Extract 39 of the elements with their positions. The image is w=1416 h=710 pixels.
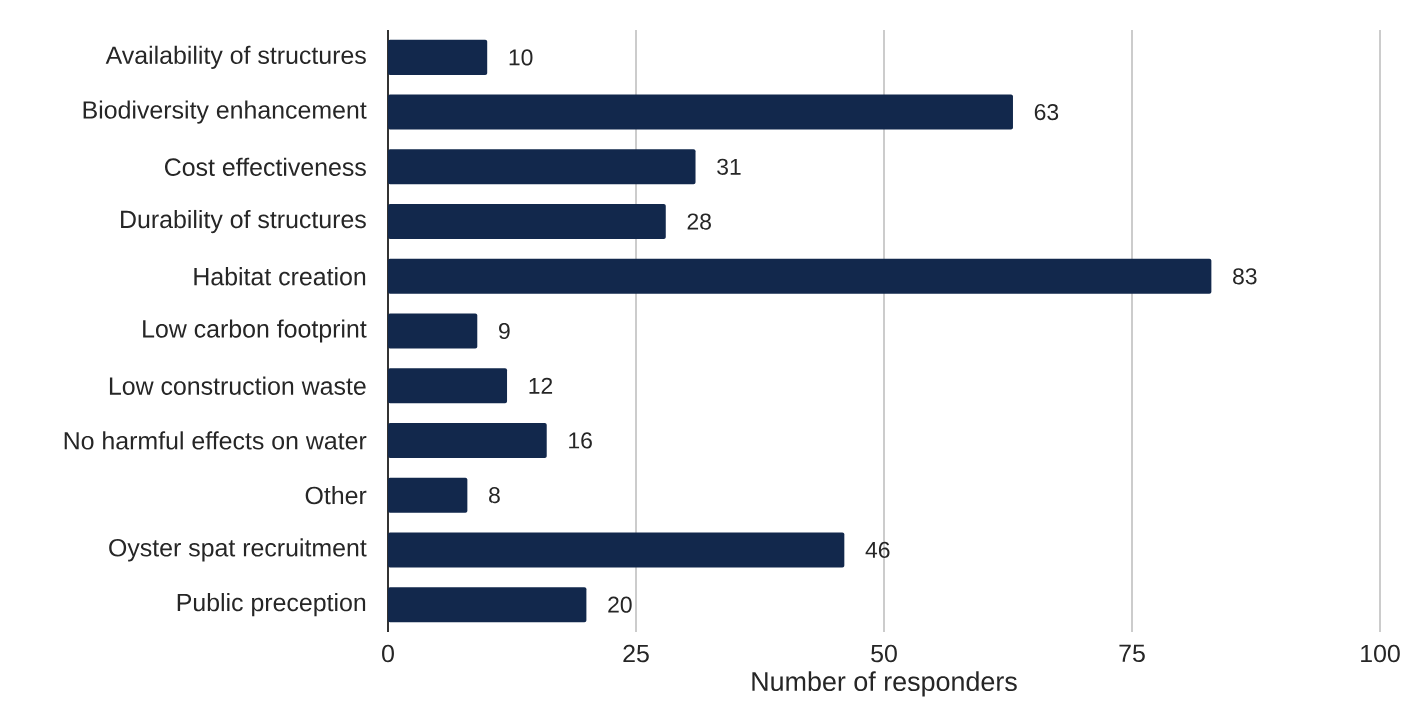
bar (388, 313, 478, 349)
y-tick-label: No harmful effects on water (64, 431, 367, 450)
x-tick-label: 75 (1119, 644, 1145, 663)
bar (388, 368, 508, 404)
bar (388, 477, 468, 513)
x-axis-title: Number of responders (752, 671, 1017, 697)
data-label: 63 (1034, 103, 1059, 121)
data-label: 20 (608, 596, 632, 613)
x-tick-label: 25 (623, 644, 649, 663)
bar (388, 532, 845, 568)
data-label: 46 (865, 541, 890, 559)
bar (388, 39, 488, 75)
bar (388, 94, 1013, 130)
y-tick-label: Cost effectiveness (165, 157, 366, 176)
y-tick-label: Low carbon footprint (143, 319, 367, 343)
y-tick-label: Biodiversity enhancement (83, 100, 367, 124)
data-label: 31 (717, 158, 741, 175)
data-label: 10 (509, 49, 533, 66)
y-tick-label: Durability of structures (121, 209, 366, 234)
bar (388, 204, 666, 240)
y-tick-label: Public preception (177, 593, 366, 617)
y-tick-label: Availability of structures (105, 45, 366, 69)
bar (388, 587, 587, 623)
bar (388, 258, 1212, 294)
y-tick-label: Other (305, 486, 367, 505)
bar (388, 149, 696, 185)
y-tick-label: Low construction waste (109, 376, 366, 395)
data-label: 8 (489, 487, 500, 504)
data-label: 16 (569, 432, 592, 449)
x-tick-label: 50 (871, 644, 897, 663)
data-label: 9 (499, 322, 510, 340)
data-label: 83 (1233, 268, 1257, 285)
y-tick-label: Oyster spat recruitment (109, 538, 367, 562)
data-label: 12 (529, 377, 553, 394)
bar (388, 422, 547, 458)
y-tick-label: Habitat creation (194, 267, 366, 286)
data-label: 28 (687, 213, 711, 230)
x-tick-label: 0 (382, 644, 394, 663)
x-tick-label: 100 (1361, 644, 1400, 663)
